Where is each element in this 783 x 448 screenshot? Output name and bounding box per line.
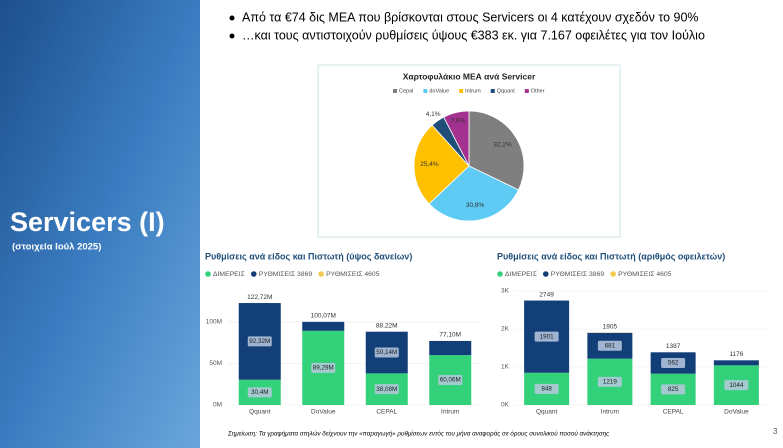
total-label: 88,22M <box>376 322 398 329</box>
pie-label: 4,1% <box>426 111 441 118</box>
bar-label: 1044 <box>729 382 744 389</box>
pie-label: 32,2% <box>493 142 512 149</box>
legend-swatch <box>490 89 495 93</box>
pie-label: 30,8% <box>466 202 485 209</box>
total-label: 2749 <box>539 291 554 298</box>
y-tick-label: 0M <box>213 402 222 409</box>
legend-swatch <box>524 89 529 93</box>
pie-label: 25,4% <box>420 161 439 168</box>
bullet-text: …και τους αντιστοιχούν ρυθμίσεις ύψους €… <box>242 28 705 42</box>
pie-slice <box>468 110 525 191</box>
legend-swatch <box>393 89 397 93</box>
pie-label: 7,6% <box>451 117 466 124</box>
legend-swatch <box>423 89 428 93</box>
legend-marker <box>610 271 616 277</box>
pie-slice <box>413 124 470 205</box>
total-label: 122,72M <box>247 294 272 301</box>
legend-label: ΡΥΘΜΙΣΕΙΣ 4605 <box>618 271 672 278</box>
footnote: Σημείωση: Τα γραφήματα στηλών δείχνουν τ… <box>227 430 610 438</box>
legend-marker <box>205 271 211 277</box>
label-box <box>247 387 272 398</box>
legend-label: ΡΥΘΜΙΣΕΙΣ 4605 <box>326 271 380 278</box>
slide-title: Servicers (I) <box>10 207 165 237</box>
pie-slice <box>443 110 470 167</box>
legend-label: Qquant <box>497 88 516 94</box>
bar-label: 562 <box>668 360 679 367</box>
page-number: 3 <box>773 427 778 436</box>
legend-marker <box>250 271 257 277</box>
legend-label: Other <box>531 88 545 94</box>
label-box <box>247 336 272 347</box>
y-tick-label: 0K <box>501 402 510 409</box>
x-tick-label: DoValue <box>724 409 749 416</box>
bar-label: 848 <box>541 386 552 393</box>
x-tick-label: Intrum <box>601 409 619 416</box>
label-box <box>534 331 559 342</box>
legend-label: ΔΙΜΕΡΕΙΣ <box>213 271 245 278</box>
bar-label: 30,4M <box>251 389 269 396</box>
legend-marker <box>497 271 503 277</box>
label-box <box>597 340 622 351</box>
bullet <box>229 15 235 21</box>
bar-label: 1901 <box>540 333 555 340</box>
chart-title: Ρυθμίσεις ανά είδος και Πιστωτή (αριθμός… <box>497 251 725 261</box>
legend-swatch <box>459 89 464 93</box>
y-tick-label: 50M <box>209 360 222 367</box>
y-tick-label: 2K <box>501 326 510 333</box>
label-box <box>661 384 686 395</box>
y-tick-label: 100M <box>206 319 222 326</box>
bar-label: 60,06M <box>440 377 461 384</box>
x-tick-label: DoValue <box>311 409 336 416</box>
bar-segment <box>429 340 472 356</box>
total-label: 1905 <box>603 323 618 330</box>
chart-title: Ρυθμίσεις ανά είδος και Πιστωτή (ύψος δα… <box>205 251 412 261</box>
label-box <box>438 375 463 386</box>
label-box <box>534 383 559 394</box>
legend-label: ΡΥΘΜΙΣΕΙΣ 3869 <box>259 271 313 278</box>
y-tick-label: 1K <box>501 364 510 371</box>
x-tick-label: CEPAL <box>376 409 397 416</box>
total-label: 1387 <box>666 343 681 350</box>
label-box <box>311 362 336 373</box>
bar-label: 681 <box>605 342 616 349</box>
pie-slice <box>428 165 520 222</box>
side-panel <box>0 0 200 448</box>
bar-label: 92,32M <box>249 338 270 345</box>
y-tick-label: 3K <box>501 288 510 295</box>
total-label: 77,10M <box>439 332 461 339</box>
bar-label: 825 <box>668 386 679 393</box>
legend-marker <box>542 271 549 277</box>
legend-label: Intrum <box>465 88 481 94</box>
bar-label: 50,14M <box>376 349 397 356</box>
label-box <box>374 347 399 358</box>
bullet <box>229 33 235 39</box>
total-label: 1176 <box>729 351 743 358</box>
x-tick-label: Qquant <box>249 409 271 416</box>
slide-subtitle: (στοιχεία Ιούλ 2025) <box>12 242 101 253</box>
label-box <box>661 357 686 368</box>
x-tick-label: Intrum <box>441 409 459 416</box>
legend-label: ΡΥΘΜΙΣΕΙΣ 3869 <box>551 271 605 278</box>
label-box <box>374 384 399 395</box>
legend-label: doValue <box>429 88 449 94</box>
bar-segment <box>713 360 759 366</box>
legend-label: Cepal <box>399 88 413 94</box>
label-box <box>724 380 749 391</box>
bar-label: 89,29M <box>313 365 334 372</box>
bar-segment <box>302 321 345 331</box>
legend-marker <box>318 271 324 277</box>
bar-label: 38,08M <box>376 386 397 393</box>
x-tick-label: Qquant <box>536 409 558 416</box>
label-box <box>597 376 622 387</box>
legend-label: ΔΙΜΕΡΕΙΣ <box>505 271 537 278</box>
bar-label: 1219 <box>603 379 618 386</box>
total-label: 100,07M <box>311 313 336 320</box>
bullet-text: Από τα €74 δις ΜΕΑ που βρίσκονται στους … <box>242 10 699 24</box>
chart-title: Χαρτοφυλάκιο ΜΕΑ ανά Servicer <box>403 71 536 81</box>
x-tick-label: CEPAL <box>663 409 684 416</box>
